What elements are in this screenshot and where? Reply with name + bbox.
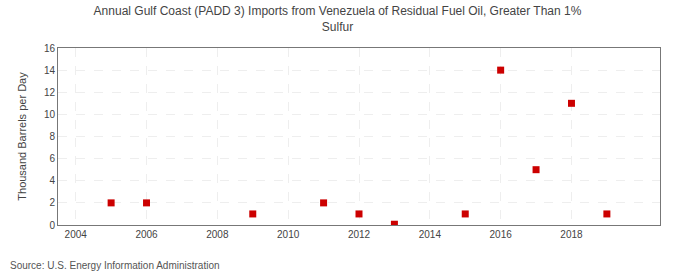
svg-text:2008: 2008 [206,229,229,240]
svg-text:2: 2 [49,197,55,208]
svg-text:4: 4 [49,175,55,186]
svg-text:2016: 2016 [490,229,513,240]
svg-text:6: 6 [49,153,55,164]
svg-text:2004: 2004 [65,229,88,240]
svg-text:16: 16 [44,43,56,54]
svg-text:2006: 2006 [135,229,158,240]
svg-text:2012: 2012 [348,229,371,240]
svg-text:Thousand Barrels per Day: Thousand Barrels per Day [16,72,28,201]
svg-text:10: 10 [44,109,56,120]
svg-text:0: 0 [49,220,55,231]
svg-text:Source: U.S. Energy Informatio: Source: U.S. Energy Information Administ… [10,260,220,271]
svg-text:2018: 2018 [560,229,583,240]
svg-text:12: 12 [44,87,56,98]
svg-text:Annual Gulf Coast (PADD 3) Imp: Annual Gulf Coast (PADD 3) Imports from … [94,4,582,34]
svg-text:2010: 2010 [277,229,300,240]
svg-text:2014: 2014 [419,229,442,240]
svg-text:14: 14 [44,65,56,76]
svg-text:8: 8 [49,131,55,142]
